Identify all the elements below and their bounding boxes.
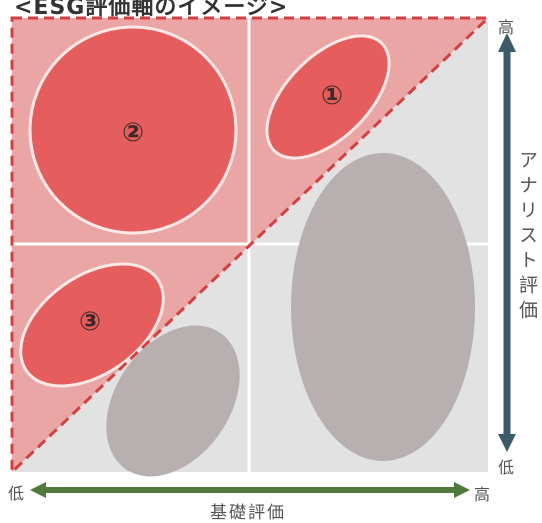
x-axis-high-label: 高 <box>474 485 491 504</box>
grey-ellipse-small <box>106 325 240 477</box>
grey-ellipse-large <box>291 153 475 461</box>
ellipse-3 <box>19 262 165 388</box>
x-axis-arrow-head-right <box>454 482 470 498</box>
ellipse-2 <box>28 25 238 235</box>
x-axis-arrow-head-left <box>30 482 46 498</box>
y-axis-high-label: 高 <box>498 18 515 37</box>
region-label-3: ③ <box>78 307 101 337</box>
x-axis-title: 基礎評価 <box>210 503 286 523</box>
y-axis-low-label: 低 <box>498 458 515 477</box>
region-label-2: ② <box>121 118 144 148</box>
y-axis-arrow-head-up <box>498 33 516 52</box>
x-axis-low-label: 低 <box>8 484 25 503</box>
y-axis-arrow-head-down <box>498 434 516 452</box>
region-label-1: ① <box>320 81 343 111</box>
ellipse-1 <box>265 34 391 160</box>
diagram-title: <ESG評価軸のイメージ> <box>14 0 289 20</box>
red-zone-dashed-border <box>10 16 492 476</box>
y-axis-title: アナリスト評価 <box>516 150 538 325</box>
